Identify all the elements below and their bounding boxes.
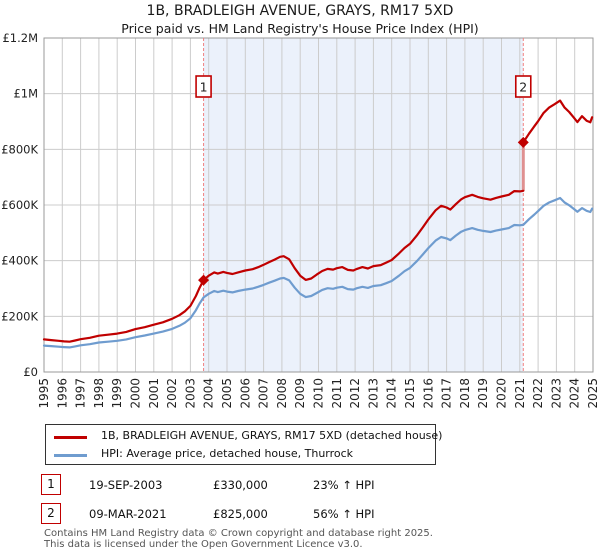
x-axis-tick-label: 1997	[74, 378, 88, 409]
x-axis-tick-label: 2019	[476, 378, 490, 409]
y-axis-tick-label: £0	[23, 365, 38, 379]
x-axis-tick-label: 2001	[147, 378, 161, 409]
sale-1-marker	[198, 274, 210, 286]
x-axis-tick-label: 2011	[330, 378, 344, 409]
y-axis-tick-label: £800K	[1, 142, 38, 156]
chart-legend: 1B, BRADLEIGH AVENUE, GRAYS, RM17 5XD (d…	[45, 424, 442, 465]
x-axis-tick-label: 2013	[366, 378, 380, 409]
x-axis-tick-label: 1999	[110, 378, 124, 409]
x-axis-tick-label: 2017	[440, 378, 454, 409]
hpi-line-swatch	[54, 454, 87, 457]
y-axis-tick-label: £200K	[1, 309, 38, 323]
legend-item-property: 1B, BRADLEIGH AVENUE, GRAYS, RM17 5XD (d…	[46, 428, 442, 446]
x-axis-tick-label: 2005	[220, 378, 234, 409]
x-axis-tick-label: 2010	[312, 378, 326, 409]
x-axis-tick-label: 2009	[293, 378, 307, 409]
x-axis-tick-label: 2018	[458, 378, 472, 409]
x-axis-tick-label: 2024	[568, 378, 582, 409]
x-axis-tick-label: 2002	[165, 378, 179, 409]
chart-title: 1B, BRADLEIGH AVENUE, GRAYS, RM17 5XD	[146, 3, 454, 19]
x-axis-tick-label: 2014	[385, 378, 399, 409]
x-axis-tick-label: 2025	[586, 378, 600, 409]
sale-1-hpi-change: 23% ↑ HPI	[313, 478, 375, 492]
footer-line-2: This data is licensed under the Open Gov…	[44, 538, 363, 550]
x-axis-tick-label: 1995	[37, 378, 51, 409]
sale-2-label-box	[514, 75, 532, 98]
x-axis-tick-label: 1998	[92, 378, 106, 409]
sale-2-price: £825,000	[213, 507, 268, 521]
sale-1-date: 19-SEP-2003	[89, 478, 163, 492]
hpi-line	[42, 196, 594, 349]
license-footer: Contains HM Land Registry data © Crown c…	[44, 528, 433, 550]
sale-2-hpi-change: 56% ↑ HPI	[313, 507, 375, 521]
property-price-line	[42, 189, 525, 343]
property-line-swatch	[54, 436, 87, 439]
sale-2-number-badge: 2	[41, 503, 61, 524]
legend-item-hpi: HPI: Average price, detached house, Thur…	[46, 446, 435, 464]
sale-1-price: £330,000	[213, 478, 268, 492]
x-axis-tick-label: 2008	[275, 378, 289, 409]
y-axis-tick-label: £1M	[13, 87, 38, 101]
x-axis-tick-label: 2004	[202, 378, 216, 409]
x-axis-tick-label: 2015	[403, 378, 417, 409]
x-axis-tick-label: 2020	[495, 378, 509, 409]
x-axis-tick-label: 2022	[531, 378, 545, 409]
x-axis-tick-label: 2016	[421, 378, 435, 409]
x-axis-tick-label: 2006	[238, 378, 252, 409]
sale-2-label: 2	[519, 80, 527, 95]
x-axis-tick-label: 2003	[183, 378, 197, 409]
property-price-line	[522, 99, 594, 144]
footer-line-1: Contains HM Land Registry data © Crown c…	[44, 528, 433, 539]
x-axis-tick-label: 2007	[257, 378, 271, 409]
sale-2-date: 09-MAR-2021	[89, 507, 167, 521]
x-axis-tick-label: 2012	[348, 378, 362, 409]
chart-subtitle: Price paid vs. HM Land Registry's House …	[121, 21, 479, 36]
sale-1-label-box	[195, 75, 212, 98]
x-axis-tick-label: 2023	[549, 378, 563, 409]
legend-item-label: HPI: Average price, detached house, Thur…	[101, 447, 354, 460]
x-axis-tick-label: 1996	[55, 378, 69, 409]
x-axis-tick-label: 2000	[129, 378, 143, 409]
sale-1-number-badge: 1	[41, 474, 61, 495]
price-chart: 1 2 £0 £200K £400K £600K £800K £1M £1.2M 1995 1996…	[1, 31, 600, 409]
y-axis-tick-label: £1.2M	[2, 31, 38, 45]
sale-1-label: 1	[200, 80, 208, 95]
sale-2-marker	[517, 136, 529, 148]
y-axis-tick-label: £600K	[1, 198, 38, 212]
plot-border	[43, 37, 594, 373]
legend-item-label: 1B, BRADLEIGH AVENUE, GRAYS, RM17 5XD (d…	[101, 429, 443, 442]
y-axis-tick-label: £400K	[1, 254, 38, 268]
x-axis-tick-label: 2021	[513, 378, 527, 409]
